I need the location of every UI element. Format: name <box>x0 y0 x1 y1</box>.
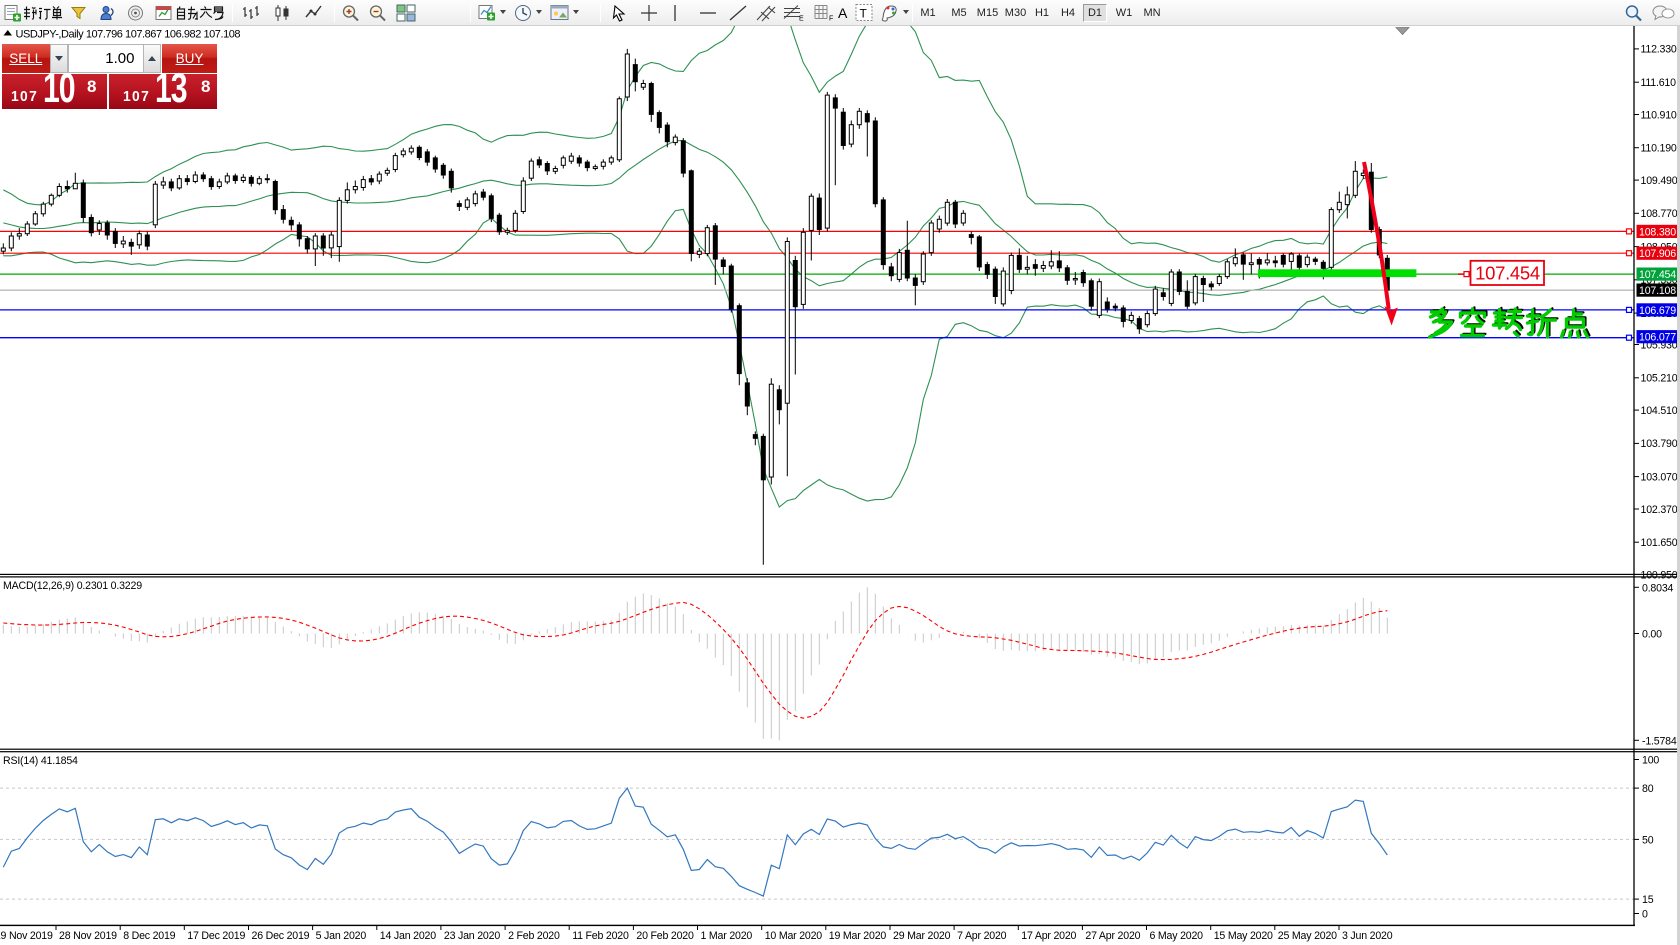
svg-text:MACD(12,26,9) 0.2301 0.3229: MACD(12,26,9) 0.2301 0.3229 <box>3 580 142 592</box>
svg-text:19 Mar 2020: 19 Mar 2020 <box>829 930 887 942</box>
svg-text:8 Dec 2019: 8 Dec 2019 <box>123 930 175 942</box>
svg-text:107.454: 107.454 <box>1475 263 1540 284</box>
svg-text:17 Dec 2019: 17 Dec 2019 <box>187 930 245 942</box>
svg-text:20 Feb 2020: 20 Feb 2020 <box>636 930 694 942</box>
svg-text:5 Jan 2020: 5 Jan 2020 <box>316 930 367 942</box>
svg-text:25 May 2020: 25 May 2020 <box>1278 930 1337 942</box>
svg-text:107.454: 107.454 <box>1639 269 1676 281</box>
svg-text:10 Mar 2020: 10 Mar 2020 <box>765 930 823 942</box>
svg-text:106.679: 106.679 <box>1639 305 1676 317</box>
svg-text:T: T <box>860 7 868 21</box>
svg-text:19 Nov 2019: 19 Nov 2019 <box>0 930 53 942</box>
svg-text:15 May 2020: 15 May 2020 <box>1214 930 1273 942</box>
svg-text:-1.5784: -1.5784 <box>1642 735 1677 747</box>
svg-text:29 Mar 2020: 29 Mar 2020 <box>893 930 951 942</box>
svg-text:1 Mar 2020: 1 Mar 2020 <box>701 930 753 942</box>
svg-text:80: 80 <box>1642 783 1654 795</box>
svg-text:23 Jan 2020: 23 Jan 2020 <box>444 930 500 942</box>
svg-text:108.380: 108.380 <box>1639 226 1676 238</box>
svg-text:28 Nov 2019: 28 Nov 2019 <box>59 930 117 942</box>
svg-text:0: 0 <box>1642 909 1648 921</box>
svg-text:USDJPY-,Daily 107.796 107.867: USDJPY-,Daily 107.796 107.867 106.982 10… <box>16 29 241 41</box>
svg-text:103.790: 103.790 <box>1641 438 1678 450</box>
svg-text:110.910: 110.910 <box>1641 109 1677 121</box>
svg-text:14 Jan 2020: 14 Jan 2020 <box>380 930 436 942</box>
svg-text:0.00: 0.00 <box>1642 629 1662 641</box>
svg-text:26 Dec 2019: 26 Dec 2019 <box>252 930 310 942</box>
svg-text:15: 15 <box>1642 894 1654 906</box>
svg-text:E: E <box>799 16 804 23</box>
svg-text:11 Feb 2020: 11 Feb 2020 <box>572 930 629 942</box>
svg-text:107.108: 107.108 <box>1639 285 1676 297</box>
svg-text:6 May 2020: 6 May 2020 <box>1150 930 1204 942</box>
svg-text:0.8034: 0.8034 <box>1642 582 1674 594</box>
svg-text:108.770: 108.770 <box>1641 208 1678 220</box>
svg-text:111.610: 111.610 <box>1641 77 1677 89</box>
svg-text:112.330: 112.330 <box>1641 44 1677 56</box>
svg-text:2 Feb 2020: 2 Feb 2020 <box>508 930 560 942</box>
svg-text:105.210: 105.210 <box>1641 373 1678 385</box>
svg-text:F: F <box>829 16 833 23</box>
svg-text:104.510: 104.510 <box>1641 405 1678 417</box>
svg-text:102.370: 102.370 <box>1641 504 1678 516</box>
svg-text:107.906: 107.906 <box>1639 248 1676 260</box>
svg-text:3 Jun 2020: 3 Jun 2020 <box>1342 930 1393 942</box>
svg-text:7 Apr 2020: 7 Apr 2020 <box>957 930 1007 942</box>
svg-text:101.650: 101.650 <box>1641 537 1678 549</box>
svg-text:109.490: 109.490 <box>1641 175 1678 187</box>
svg-text:17 Apr 2020: 17 Apr 2020 <box>1021 930 1076 942</box>
svg-text:100.950: 100.950 <box>1641 569 1678 581</box>
svg-text:106.077: 106.077 <box>1639 332 1676 344</box>
svg-text:103.070: 103.070 <box>1641 471 1678 483</box>
svg-text:100: 100 <box>1642 755 1659 767</box>
svg-text:RSI(14) 41.1854: RSI(14) 41.1854 <box>3 755 78 767</box>
svg-text:27 Apr 2020: 27 Apr 2020 <box>1085 930 1140 942</box>
svg-text:50: 50 <box>1642 834 1654 846</box>
svg-text:110.190: 110.190 <box>1641 143 1677 155</box>
